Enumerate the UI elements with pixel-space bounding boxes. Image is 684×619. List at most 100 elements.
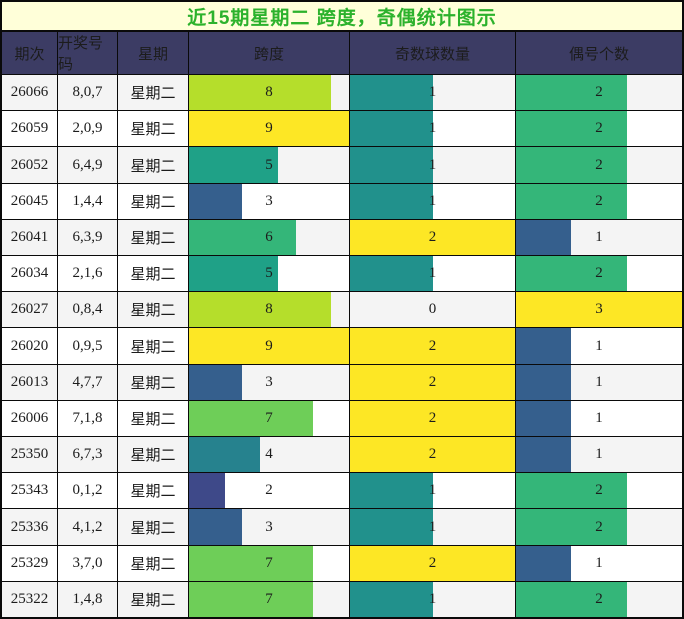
numbers-cell: 6,7,3 <box>58 437 118 473</box>
span-bar-cell: 2 <box>189 473 350 509</box>
odd-value: 0 <box>428 301 437 318</box>
even-value: 2 <box>595 590 603 607</box>
table-row: 26027 0,8,4 星期二 8 0 3 <box>2 292 682 329</box>
numbers-cell: 4,1,2 <box>58 509 118 545</box>
week-cell: 星期二 <box>118 437 189 473</box>
span-bar-cell: 7 <box>189 400 350 437</box>
table-row: 26020 0,9,5 星期二 9 2 1 <box>2 328 682 365</box>
header-span: 跨度 <box>189 32 350 74</box>
numbers-cell: 0,1,2 <box>58 473 118 509</box>
odd-value: 1 <box>428 482 437 499</box>
span-value: 8 <box>265 301 273 318</box>
odd-bar-cell: 2 <box>350 328 516 364</box>
period-cell: 26034 <box>2 256 58 292</box>
period-cell: 25322 <box>2 581 58 617</box>
week-cell: 星期二 <box>118 183 189 219</box>
even-value: 2 <box>595 156 603 173</box>
odd-bar <box>350 219 515 256</box>
even-value: 2 <box>595 120 603 137</box>
even-bar <box>516 292 682 328</box>
header-even-count: 偶号个数 <box>568 45 629 63</box>
span-bar-cell: 3 <box>189 183 350 219</box>
even-value: 1 <box>595 373 603 390</box>
header-odd-count: 奇数球数量 <box>350 32 516 74</box>
even-value: 1 <box>595 228 603 245</box>
week-cell: 星期二 <box>118 147 189 183</box>
span-bar <box>189 581 314 617</box>
span-bar <box>189 400 314 437</box>
odd-bar-cell: 0 <box>350 292 516 328</box>
table-row: 25343 0,1,2 星期二 2 1 2 <box>2 473 682 510</box>
even-bar <box>516 509 627 545</box>
span-bar-cell: 8 <box>189 292 350 328</box>
table-header-row: 期次 开奖号码 星期 跨度 奇数球数量 偶号个数 <box>2 32 682 75</box>
span-bar <box>189 256 278 292</box>
odd-value: 2 <box>428 554 437 571</box>
span-bar <box>189 545 314 581</box>
even-value: 2 <box>595 482 603 499</box>
odd-bar <box>350 581 433 617</box>
week-cell: 星期二 <box>118 256 189 292</box>
even-bar-cell: 1 <box>516 545 682 581</box>
odd-bar <box>350 183 433 219</box>
span-bar <box>189 292 332 328</box>
even-bar-cell: 2 <box>516 111 682 147</box>
week-cell: 星期二 <box>118 111 189 147</box>
span-bar <box>189 509 243 545</box>
even-bar <box>516 437 572 473</box>
week-cell: 星期二 <box>118 75 189 111</box>
week-cell: 星期二 <box>118 292 189 328</box>
odd-value: 1 <box>428 518 437 535</box>
table-row: 26052 6,4,9 星期二 5 1 2 <box>2 147 682 184</box>
span-bar <box>189 111 349 147</box>
odd-value: 1 <box>428 265 437 282</box>
span-bar <box>189 364 243 400</box>
numbers-cell: 3,7,0 <box>58 545 118 581</box>
header-week: 星期 <box>118 32 189 74</box>
table-row: 26013 4,7,7 星期二 3 2 1 <box>2 364 682 401</box>
even-bar <box>516 400 572 437</box>
odd-value: 2 <box>428 373 437 390</box>
odd-bar-cell: 2 <box>350 219 516 256</box>
odd-bar-cell: 2 <box>350 437 516 473</box>
span-bar <box>189 437 261 473</box>
odd-value: 1 <box>428 84 437 101</box>
span-bar <box>189 183 243 219</box>
span-bar-cell: 7 <box>189 581 350 617</box>
even-bar <box>516 473 627 509</box>
even-bar-cell: 1 <box>516 400 682 437</box>
span-value: 3 <box>265 192 273 209</box>
table-row: 26045 1,4,4 星期二 3 1 2 <box>2 183 682 220</box>
even-bar-cell: 3 <box>516 292 682 328</box>
odd-value: 1 <box>428 192 437 209</box>
odd-bar-cell: 2 <box>350 364 516 400</box>
span-bar-cell: 9 <box>189 111 350 147</box>
period-cell: 26045 <box>2 183 58 219</box>
period-cell: 26066 <box>2 75 58 111</box>
numbers-cell: 2,0,9 <box>58 111 118 147</box>
period-cell: 26027 <box>2 292 58 328</box>
odd-bar <box>350 364 515 400</box>
odd-bar <box>350 437 515 473</box>
even-bar <box>516 183 627 219</box>
span-value: 9 <box>265 120 273 137</box>
span-bar-cell: 4 <box>189 437 350 473</box>
even-bar-cell: 1 <box>516 328 682 364</box>
period-cell: 26052 <box>2 147 58 183</box>
even-bar-cell: 2 <box>516 256 682 292</box>
week-cell: 星期二 <box>118 545 189 581</box>
even-bar <box>516 328 572 364</box>
even-bar-cell: 1 <box>516 437 682 473</box>
table-row: 26006 7,1,8 星期二 7 2 1 <box>2 400 682 438</box>
even-bar-cell: 2 <box>516 183 682 219</box>
span-bar <box>189 328 349 364</box>
even-bar-cell: 2 <box>516 473 682 509</box>
even-value: 1 <box>595 446 603 463</box>
span-bar <box>189 473 225 509</box>
odd-bar <box>350 509 433 545</box>
period-cell: 25343 <box>2 473 58 509</box>
header-period: 期次 <box>2 32 58 74</box>
even-bar-cell: 2 <box>516 581 682 617</box>
odd-value: 2 <box>428 409 437 426</box>
